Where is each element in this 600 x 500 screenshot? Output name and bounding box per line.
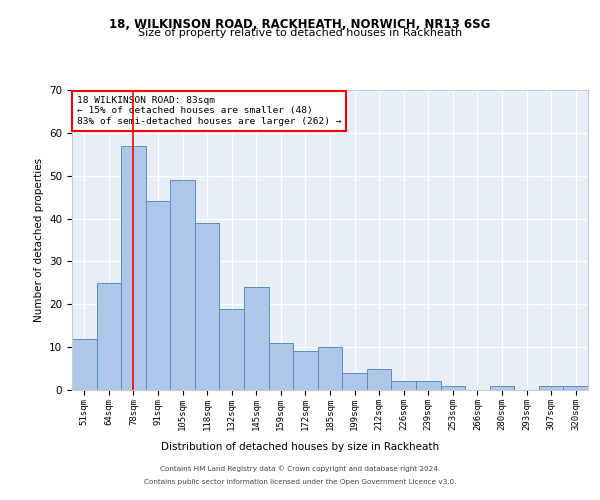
Bar: [367, 368, 391, 390]
Bar: [195, 223, 220, 390]
Text: Distribution of detached houses by size in Rackheath: Distribution of detached houses by size …: [161, 442, 439, 452]
Bar: [342, 373, 367, 390]
Bar: [490, 386, 514, 390]
Bar: [440, 386, 465, 390]
Bar: [146, 202, 170, 390]
Bar: [220, 308, 244, 390]
Text: 18, WILKINSON ROAD, RACKHEATH, NORWICH, NR13 6SG: 18, WILKINSON ROAD, RACKHEATH, NORWICH, …: [109, 18, 491, 30]
Bar: [269, 343, 293, 390]
Text: Contains public sector information licensed under the Open Government Licence v3: Contains public sector information licen…: [144, 479, 456, 485]
Text: Size of property relative to detached houses in Rackheath: Size of property relative to detached ho…: [138, 28, 462, 38]
Bar: [391, 382, 416, 390]
Bar: [318, 347, 342, 390]
Text: Contains HM Land Registry data © Crown copyright and database right 2024.: Contains HM Land Registry data © Crown c…: [160, 466, 440, 472]
Bar: [293, 352, 318, 390]
Bar: [539, 386, 563, 390]
Bar: [72, 338, 97, 390]
Bar: [121, 146, 146, 390]
Y-axis label: Number of detached properties: Number of detached properties: [34, 158, 44, 322]
Bar: [416, 382, 440, 390]
Bar: [244, 287, 269, 390]
Text: 18 WILKINSON ROAD: 83sqm
← 15% of detached houses are smaller (48)
83% of semi-d: 18 WILKINSON ROAD: 83sqm ← 15% of detach…: [77, 96, 341, 126]
Bar: [563, 386, 588, 390]
Bar: [170, 180, 195, 390]
Bar: [97, 283, 121, 390]
